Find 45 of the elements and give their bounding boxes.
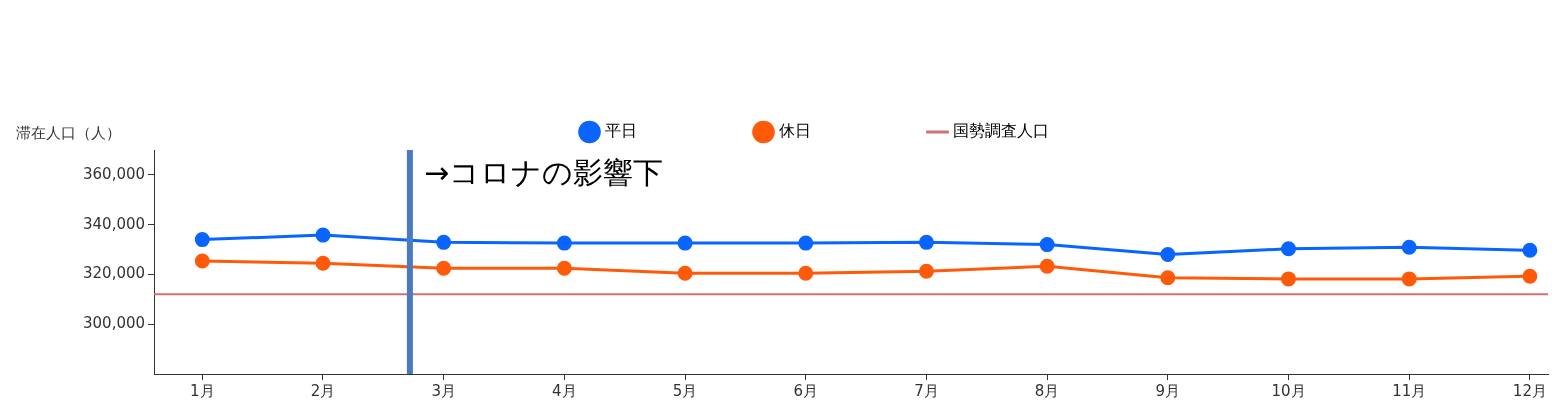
x-tick-label: 10月 xyxy=(1271,381,1306,400)
x-tick-label: 2月 xyxy=(310,381,336,400)
point xyxy=(194,232,210,248)
point xyxy=(1160,247,1176,263)
point xyxy=(1522,268,1538,284)
y-axis-title: 滞在人口（人） xyxy=(16,124,121,143)
point xyxy=(556,260,572,276)
point xyxy=(1401,271,1417,287)
x-tick-label: 11月 xyxy=(1392,381,1427,400)
point xyxy=(918,263,934,279)
legend-label: 平日 xyxy=(604,121,637,141)
x-tick-label: 4月 xyxy=(552,381,577,400)
x-tick-label: 5月 xyxy=(672,381,698,400)
point xyxy=(1401,239,1417,255)
point xyxy=(1160,270,1176,286)
y-tick-label: 340,000 xyxy=(83,214,146,233)
legend-label: 国勢調査人口 xyxy=(952,121,1049,141)
point xyxy=(918,234,934,250)
x-tick-label: 8月 xyxy=(1034,381,1060,400)
y-tick-label: 300,000 xyxy=(83,314,146,333)
point xyxy=(194,253,210,269)
x-tick-label: 1月 xyxy=(190,381,215,400)
point xyxy=(677,235,693,251)
x-tick-label: 3月 xyxy=(431,381,456,400)
y-tick-label: 360,000 xyxy=(83,164,146,183)
point xyxy=(315,255,331,271)
y-tick-label: 320,000 xyxy=(83,264,146,283)
x-tick-label: 9月 xyxy=(1155,381,1181,400)
point xyxy=(315,227,331,243)
x-tick-label: 6月 xyxy=(793,381,819,400)
x-tick-label: 7月 xyxy=(914,381,939,400)
point xyxy=(1281,271,1297,287)
legend-label: 休日 xyxy=(778,121,811,141)
point xyxy=(556,235,572,251)
point xyxy=(677,265,693,281)
point xyxy=(436,234,452,250)
ref-line-label: →コロナの影響下 xyxy=(423,154,664,190)
point xyxy=(1039,237,1055,253)
x-tick-label: 12月 xyxy=(1512,381,1547,400)
point xyxy=(1039,258,1055,274)
point xyxy=(798,235,814,251)
point xyxy=(798,265,814,281)
point xyxy=(1281,241,1297,257)
point xyxy=(1522,242,1538,258)
point xyxy=(436,260,452,276)
